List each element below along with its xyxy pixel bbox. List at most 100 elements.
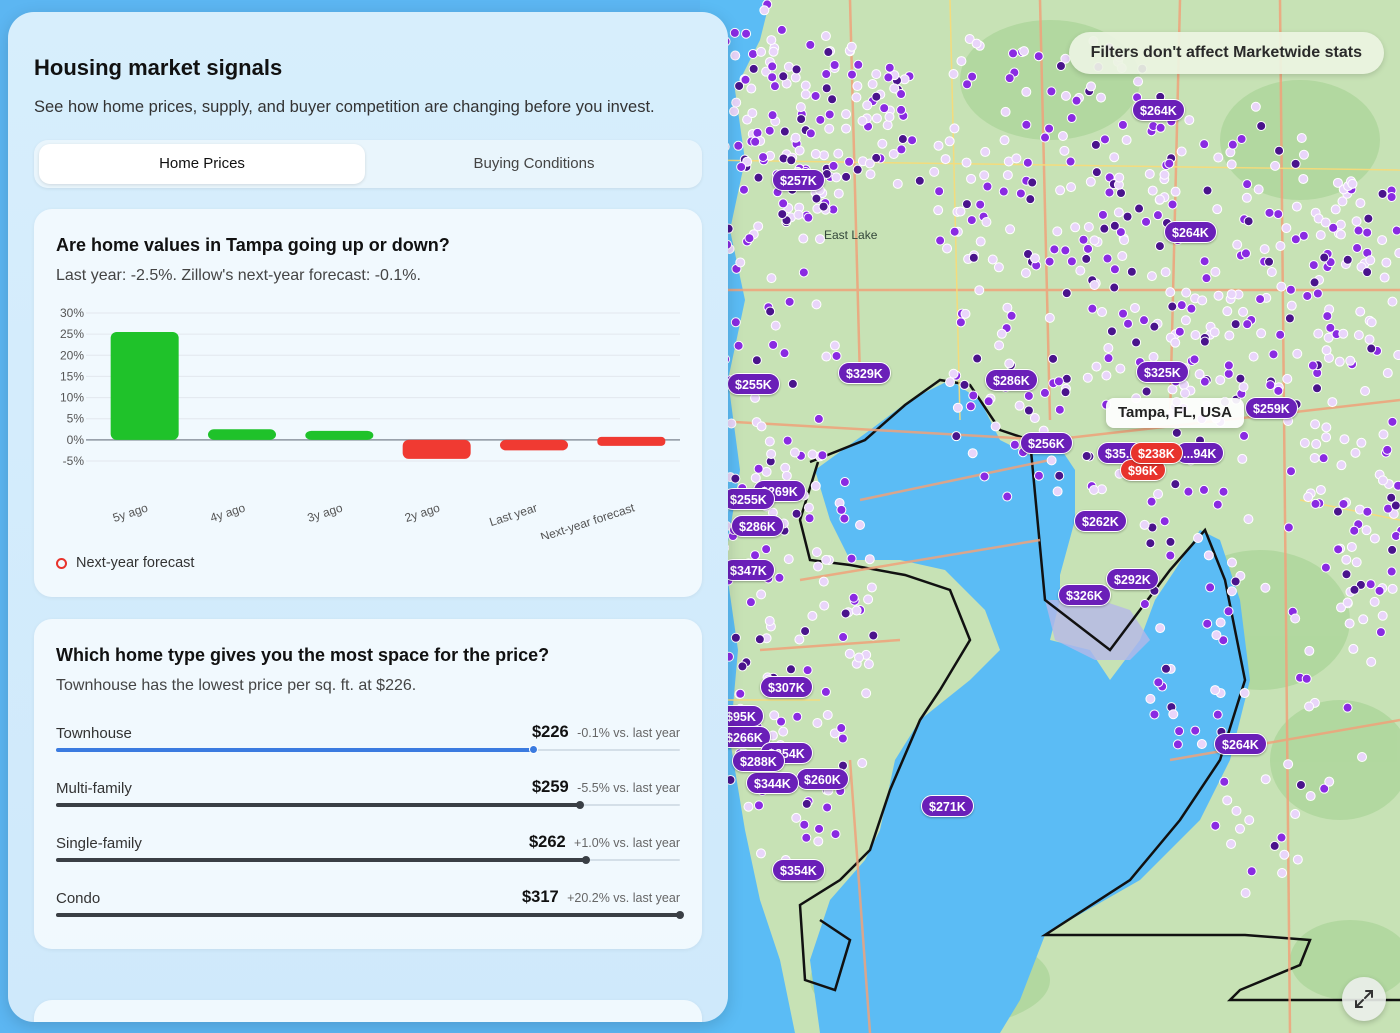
listing-dot[interactable]: [1170, 337, 1181, 348]
listing-dot[interactable]: [854, 652, 865, 663]
listing-dot[interactable]: [783, 554, 794, 565]
listing-dot[interactable]: [811, 547, 822, 558]
listing-dot[interactable]: [972, 353, 983, 364]
price-pin[interactable]: $307K: [760, 676, 813, 698]
listing-dot[interactable]: [1165, 287, 1176, 298]
price-pin[interactable]: $354K: [772, 859, 825, 881]
listing-dot[interactable]: [833, 188, 844, 199]
price-pin[interactable]: $264K: [1214, 733, 1267, 755]
listing-dot[interactable]: [1243, 216, 1254, 227]
listing-dot[interactable]: [1230, 319, 1241, 330]
price-pin[interactable]: ...94K: [1175, 442, 1225, 464]
listing-dot[interactable]: [810, 90, 821, 101]
listing-dot[interactable]: [1237, 453, 1248, 464]
listing-dot[interactable]: [965, 401, 976, 412]
listing-dot[interactable]: [857, 758, 868, 769]
listing-dot[interactable]: [1218, 635, 1229, 646]
listing-dot[interactable]: [1234, 823, 1245, 834]
listing-dot[interactable]: [1338, 328, 1349, 339]
listing-dot[interactable]: [1096, 92, 1107, 103]
listing-dot[interactable]: [753, 800, 764, 811]
listing-dot[interactable]: [726, 418, 737, 429]
listing-dot[interactable]: [1301, 673, 1312, 684]
listing-dot[interactable]: [1171, 427, 1182, 438]
listing-dot[interactable]: [751, 355, 762, 366]
price-pin[interactable]: $256K: [1020, 432, 1073, 454]
listing-dot[interactable]: [730, 632, 741, 643]
listing-dot[interactable]: [831, 350, 842, 361]
listing-dot[interactable]: [1305, 791, 1316, 802]
listing-dot[interactable]: [1201, 273, 1212, 284]
listing-dot[interactable]: [1199, 376, 1210, 387]
price-pin[interactable]: $347K: [722, 559, 775, 581]
listing-dot[interactable]: [729, 27, 740, 38]
listing-dot[interactable]: [1186, 303, 1197, 314]
listing-dot[interactable]: [1025, 194, 1036, 205]
listing-dot[interactable]: [1290, 234, 1301, 245]
listing-dot[interactable]: [967, 71, 978, 82]
listing-dot[interactable]: [1255, 294, 1266, 305]
listing-dot[interactable]: [1244, 815, 1255, 826]
listing-dot[interactable]: [1363, 213, 1374, 224]
listing-dot[interactable]: [1005, 224, 1016, 235]
listing-dot[interactable]: [1315, 230, 1326, 241]
listing-dot[interactable]: [1391, 225, 1400, 236]
listing-dot[interactable]: [729, 106, 740, 117]
listing-dot[interactable]: [1218, 486, 1229, 497]
listing-dot[interactable]: [756, 46, 767, 57]
listing-dot[interactable]: [817, 450, 828, 461]
listing-dot[interactable]: [1246, 866, 1257, 877]
listing-dot[interactable]: [1209, 327, 1220, 338]
listing-dot[interactable]: [756, 421, 767, 432]
listing-dot[interactable]: [805, 128, 816, 139]
listing-dot[interactable]: [1002, 170, 1013, 181]
listing-dot[interactable]: [1109, 282, 1120, 293]
listing-dot[interactable]: [1129, 302, 1140, 313]
listing-dot[interactable]: [1089, 280, 1100, 291]
listing-dot[interactable]: [1170, 186, 1181, 197]
listing-dot[interactable]: [1242, 179, 1253, 190]
listing-dot[interactable]: [961, 157, 972, 168]
listing-dot[interactable]: [745, 597, 756, 608]
listing-dot[interactable]: [1109, 220, 1120, 231]
listing-dot[interactable]: [1240, 887, 1251, 898]
listing-dot[interactable]: [1387, 296, 1398, 307]
listing-dot[interactable]: [1106, 326, 1117, 337]
listing-dot[interactable]: [1103, 353, 1114, 364]
listing-dot[interactable]: [1298, 173, 1309, 184]
listing-dot[interactable]: [1240, 248, 1251, 259]
listing-dot[interactable]: [740, 74, 751, 85]
listing-dot[interactable]: [1052, 486, 1063, 497]
listing-dot[interactable]: [863, 659, 874, 670]
listing-dot[interactable]: [1022, 157, 1033, 168]
listing-dot[interactable]: [1279, 849, 1290, 860]
listing-dot[interactable]: [1113, 207, 1124, 218]
listing-dot[interactable]: [1273, 385, 1284, 396]
listing-dot[interactable]: [1253, 184, 1264, 195]
listing-dot[interactable]: [747, 108, 758, 119]
listing-dot[interactable]: [857, 115, 868, 126]
listing-dot[interactable]: [1353, 225, 1364, 236]
listing-dot[interactable]: [1355, 198, 1366, 209]
listing-dot[interactable]: [1308, 260, 1319, 271]
listing-dot[interactable]: [951, 431, 962, 442]
listing-dot[interactable]: [764, 125, 775, 136]
listing-dot[interactable]: [1066, 256, 1077, 267]
listing-dot[interactable]: [1222, 795, 1233, 806]
listing-dot[interactable]: [1364, 334, 1375, 345]
listing-dot[interactable]: [1286, 466, 1297, 477]
listing-dot[interactable]: [839, 477, 850, 488]
listing-dot[interactable]: [802, 665, 813, 676]
listing-dot[interactable]: [1154, 241, 1165, 252]
listing-dot[interactable]: [1259, 244, 1270, 255]
price-pin[interactable]: $325K: [1136, 361, 1189, 383]
listing-dot[interactable]: [855, 520, 866, 531]
listing-dot[interactable]: [793, 209, 804, 220]
listing-dot[interactable]: [1184, 115, 1195, 126]
listing-dot[interactable]: [1336, 602, 1347, 613]
listing-dot[interactable]: [1027, 177, 1038, 188]
listing-dot[interactable]: [764, 436, 775, 447]
listing-dot[interactable]: [853, 59, 864, 70]
listing-dot[interactable]: [743, 801, 754, 812]
listing-dot[interactable]: [1133, 76, 1144, 87]
